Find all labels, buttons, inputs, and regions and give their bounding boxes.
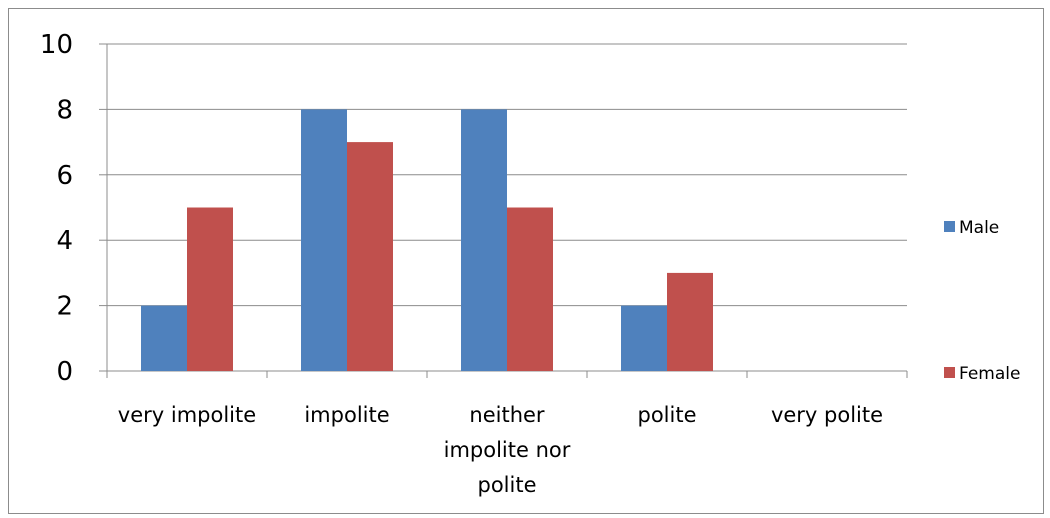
y-tick-label: 2 bbox=[56, 292, 73, 322]
bar-male-1 bbox=[301, 109, 347, 372]
x-category-label: impolite bbox=[304, 403, 389, 427]
x-category-label: polite bbox=[637, 403, 696, 427]
legend-swatch-female bbox=[944, 367, 955, 378]
legend-label-male: Male bbox=[959, 218, 999, 238]
bar-male-3 bbox=[621, 305, 667, 371]
bar-female-1 bbox=[347, 142, 393, 371]
x-category-label: very polite bbox=[771, 403, 883, 427]
legend-swatch-male bbox=[944, 221, 955, 232]
x-category-label: very impolite bbox=[118, 403, 256, 427]
bar-male-2 bbox=[461, 109, 507, 372]
x-category-label: neither impolite nor polite bbox=[444, 403, 571, 497]
bar-female-3 bbox=[667, 272, 713, 371]
y-tick-label: 4 bbox=[56, 226, 73, 256]
y-tick-label: 6 bbox=[56, 161, 73, 191]
bar-male-0 bbox=[141, 305, 187, 371]
y-tick-label: 0 bbox=[56, 357, 73, 387]
y-tick-label: 10 bbox=[40, 30, 73, 60]
bar-female-2 bbox=[507, 207, 553, 371]
y-tick-label: 8 bbox=[56, 95, 73, 125]
bar-female-0 bbox=[187, 207, 233, 371]
legend-label-female: Female bbox=[959, 364, 1020, 384]
